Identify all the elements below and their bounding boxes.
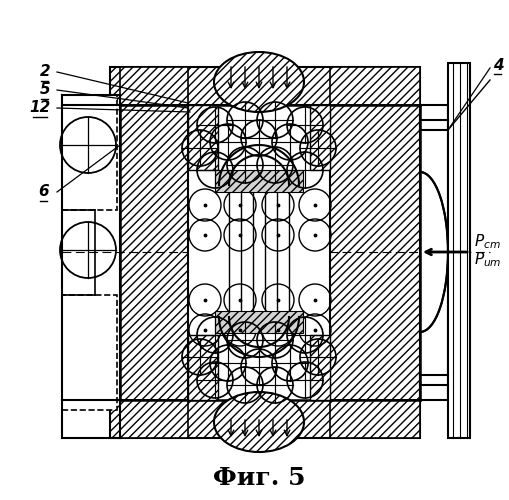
Bar (110, 67, 419, 105)
Text: $P_{cm}$: $P_{cm}$ (473, 232, 500, 252)
Text: 5: 5 (40, 82, 50, 98)
Bar (188, 105, 217, 170)
Bar (110, 400, 419, 438)
Bar (309, 105, 329, 170)
Bar (188, 335, 217, 400)
Bar (419, 105, 447, 400)
Bar (188, 335, 217, 400)
Bar (329, 400, 419, 438)
Bar (120, 400, 188, 438)
Bar (120, 67, 188, 105)
Bar (309, 335, 329, 400)
Text: 6: 6 (39, 184, 49, 200)
Bar (215, 311, 302, 333)
Bar (188, 105, 329, 400)
Bar (110, 67, 419, 105)
Text: Фиг. 5: Фиг. 5 (212, 466, 305, 490)
Bar (215, 170, 302, 192)
Bar (329, 67, 419, 105)
Bar (329, 400, 419, 438)
Text: 4: 4 (492, 58, 502, 72)
Bar (309, 335, 329, 400)
Text: 2: 2 (40, 64, 50, 80)
Bar (62, 95, 117, 210)
Bar (329, 105, 419, 400)
Bar (62, 295, 117, 410)
Bar (215, 170, 302, 192)
Bar (329, 67, 419, 105)
Bar (110, 400, 419, 438)
Bar (188, 105, 217, 170)
Bar (120, 400, 188, 438)
Ellipse shape (214, 52, 303, 112)
Bar (329, 105, 419, 400)
Ellipse shape (214, 392, 303, 452)
Bar (309, 105, 329, 170)
Bar (447, 63, 469, 438)
Text: 12: 12 (30, 100, 50, 116)
Bar (120, 105, 188, 400)
Bar (120, 67, 188, 105)
Bar (120, 105, 188, 400)
Text: $P_{\mathit{um}}$: $P_{\mathit{um}}$ (473, 250, 501, 270)
Bar (215, 311, 302, 333)
